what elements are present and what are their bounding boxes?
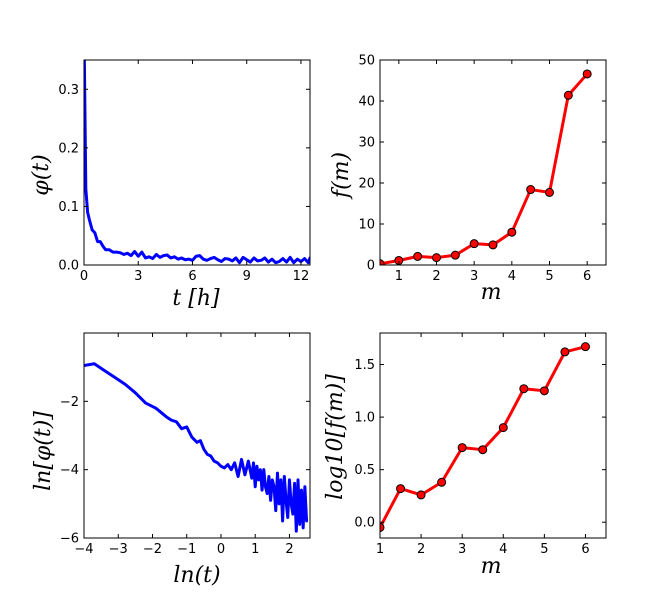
plot-area [84,60,310,265]
data-point-f-4 [450,250,460,260]
x-tick-label: 12 [293,269,310,284]
data-point-log_f-7 [519,384,529,394]
axes-frame [83,59,311,266]
y-axis-label: log10[f(m)] [323,374,348,500]
plot-area [380,342,590,532]
x-tick-label: 9 [243,269,251,284]
y-tick-label: 0.0 [58,259,79,274]
y-axis-label: f(m) [329,152,354,200]
x-tick-label: 5 [540,542,548,557]
y-tick-label: 50 [358,54,375,69]
y-tick-label: 0 [367,259,375,274]
x-axis-label: m [481,280,502,305]
x-tick-label: −1 [177,542,196,557]
data-point-log_f-8 [539,386,549,396]
y-axis-label-text: f(m) [329,152,354,200]
x-tick-label: 0 [217,542,225,557]
chart-f-m: f(m) m 1 2 3 4 5 6 0 10 20 30 40 50 [329,54,607,305]
y-axis-label-text: log10[f(m)] [323,374,348,500]
data-point-f-2 [413,251,423,261]
y-tick-label: 20 [358,177,375,192]
x-axis-label: t [h] [172,286,220,311]
x-tick-label: 6 [583,269,591,284]
data-point-f-5 [469,239,479,249]
data-point-f-11 [582,69,592,79]
chart-ln-phi: ln[φ(t)] ln(t) −4 −3 −2 −1 0 1 2−6−4−2 [31,332,311,588]
data-point-log_f-1 [396,484,406,494]
data-point-f-7 [507,227,517,237]
y-tick-label: 1.0 [354,411,375,426]
y-tick-label: −4 [60,463,79,478]
x-tick-label: 6 [188,269,196,284]
x-axis-label: m [481,554,502,579]
y-axis-label-text: ln[φ(t)] [31,411,56,491]
x-tick-label: −3 [109,542,128,557]
x-tick-label: 0 [80,269,88,284]
x-tick-label: −4 [74,542,93,557]
y-axis-label: φ(t) [29,154,54,195]
x-tick-label: 5 [545,269,553,284]
axes-frame [83,332,311,539]
y-tick-label: 10 [358,218,375,233]
data-point-f-10 [563,90,573,100]
x-tick-label: 6 [581,542,589,557]
x-tick-label: 3 [470,269,478,284]
series-line-ln_phi [84,362,309,533]
y-tick-label: 30 [358,136,375,151]
axes-frame [379,332,607,539]
x-tick-label: 4 [508,269,516,284]
series-line-f [380,72,589,265]
x-tick-label: 4 [499,542,507,557]
x-tick-label: 2 [417,542,425,557]
data-point-log_f-9 [560,347,570,357]
y-tick-label: 0.3 [58,83,79,98]
y-tick-label: 40 [358,95,375,110]
plot-area [84,362,309,533]
data-point-f-9 [545,187,554,197]
data-point-f-8 [526,185,536,195]
data-point-log_f-10 [580,342,590,352]
x-tick-label: 1 [251,542,259,557]
chart-log-f: log10[f(m)] m 1 2 3 4 5 6 0.0 0.5 1.0 1.5 [323,332,607,579]
axes-frame [379,59,607,266]
data-point-f-3 [432,253,441,263]
plot-area [380,69,592,265]
data-point-log_f-4 [457,443,467,453]
y-tick-label: −2 [60,395,79,410]
x-tick-label: 2 [285,542,293,557]
y-tick-label: 1.5 [354,358,375,373]
y-axis-label-text: φ(t) [29,154,54,195]
data-point-log_f-6 [498,423,508,433]
data-point-log_f-2 [416,490,426,500]
y-tick-label: 0.2 [58,141,79,156]
data-point-f-6 [488,240,498,250]
data-point-f-0 [380,259,385,265]
series-line-phi [84,60,310,265]
series-line-log_f [380,345,587,529]
data-point-log_f-0 [380,522,385,532]
y-axis-label: ln[φ(t)] [31,411,56,491]
x-axis-label: ln(t) [173,563,220,588]
data-point-log_f-5 [478,445,488,455]
y-tick-label: 0.5 [354,463,375,478]
x-tick-label: −2 [143,542,162,557]
x-tick-label: 1 [376,542,384,557]
x-tick-label: 2 [432,269,440,284]
chart-phi-t: φ(t) t [h] 0 3 6 9 12 0.0 0.1 0.2 0.3 [29,59,311,311]
x-tick-label: 3 [134,269,142,284]
y-tick-label: 0.0 [354,516,375,531]
y-tick-label: 0.1 [58,200,79,215]
x-tick-label: 3 [458,542,466,557]
data-point-log_f-3 [437,477,447,487]
x-tick-label: 1 [395,269,403,284]
y-tick-label: −6 [60,532,79,547]
